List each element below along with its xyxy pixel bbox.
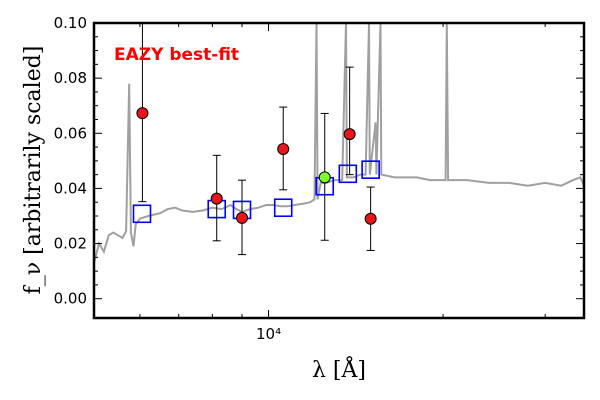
highlighted-point (318, 171, 331, 184)
y-axis-label: f_ν [arbitrarily scaled] (21, 46, 46, 295)
plot-frame (92, 21, 586, 320)
observed-point-layer (136, 107, 377, 225)
annotation-label: EAZY best-fit (114, 45, 239, 65)
model-box-1 (132, 204, 152, 224)
x-tick-label: 10⁴ (256, 325, 281, 343)
template-spectrum-line (94, 23, 584, 264)
observed-point-3 (236, 211, 249, 224)
model-box-7 (361, 160, 380, 179)
observed-point-1 (136, 107, 149, 120)
observed-point-7 (364, 212, 377, 225)
model-box-4 (273, 198, 293, 218)
axis-ticks: 0.00 0.02 0.04 0.06 0.08 0.10 10⁴ (54, 14, 584, 343)
observed-point-2 (210, 192, 223, 205)
y-tick-label: 0.00 (54, 290, 87, 308)
model-box-6 (338, 164, 358, 184)
template-spectrum-layer (94, 23, 584, 264)
x-axis-label: λ [Å] (312, 355, 366, 383)
y-tick-label: 0.08 (54, 69, 87, 87)
observed-point-4 (277, 142, 290, 155)
y-tick-label: 0.10 (54, 14, 87, 32)
observed-point-6 (343, 128, 356, 141)
y-tick-label: 0.02 (54, 235, 87, 253)
y-tick-label: 0.06 (54, 124, 87, 142)
y-tick-label: 0.04 (54, 179, 87, 197)
